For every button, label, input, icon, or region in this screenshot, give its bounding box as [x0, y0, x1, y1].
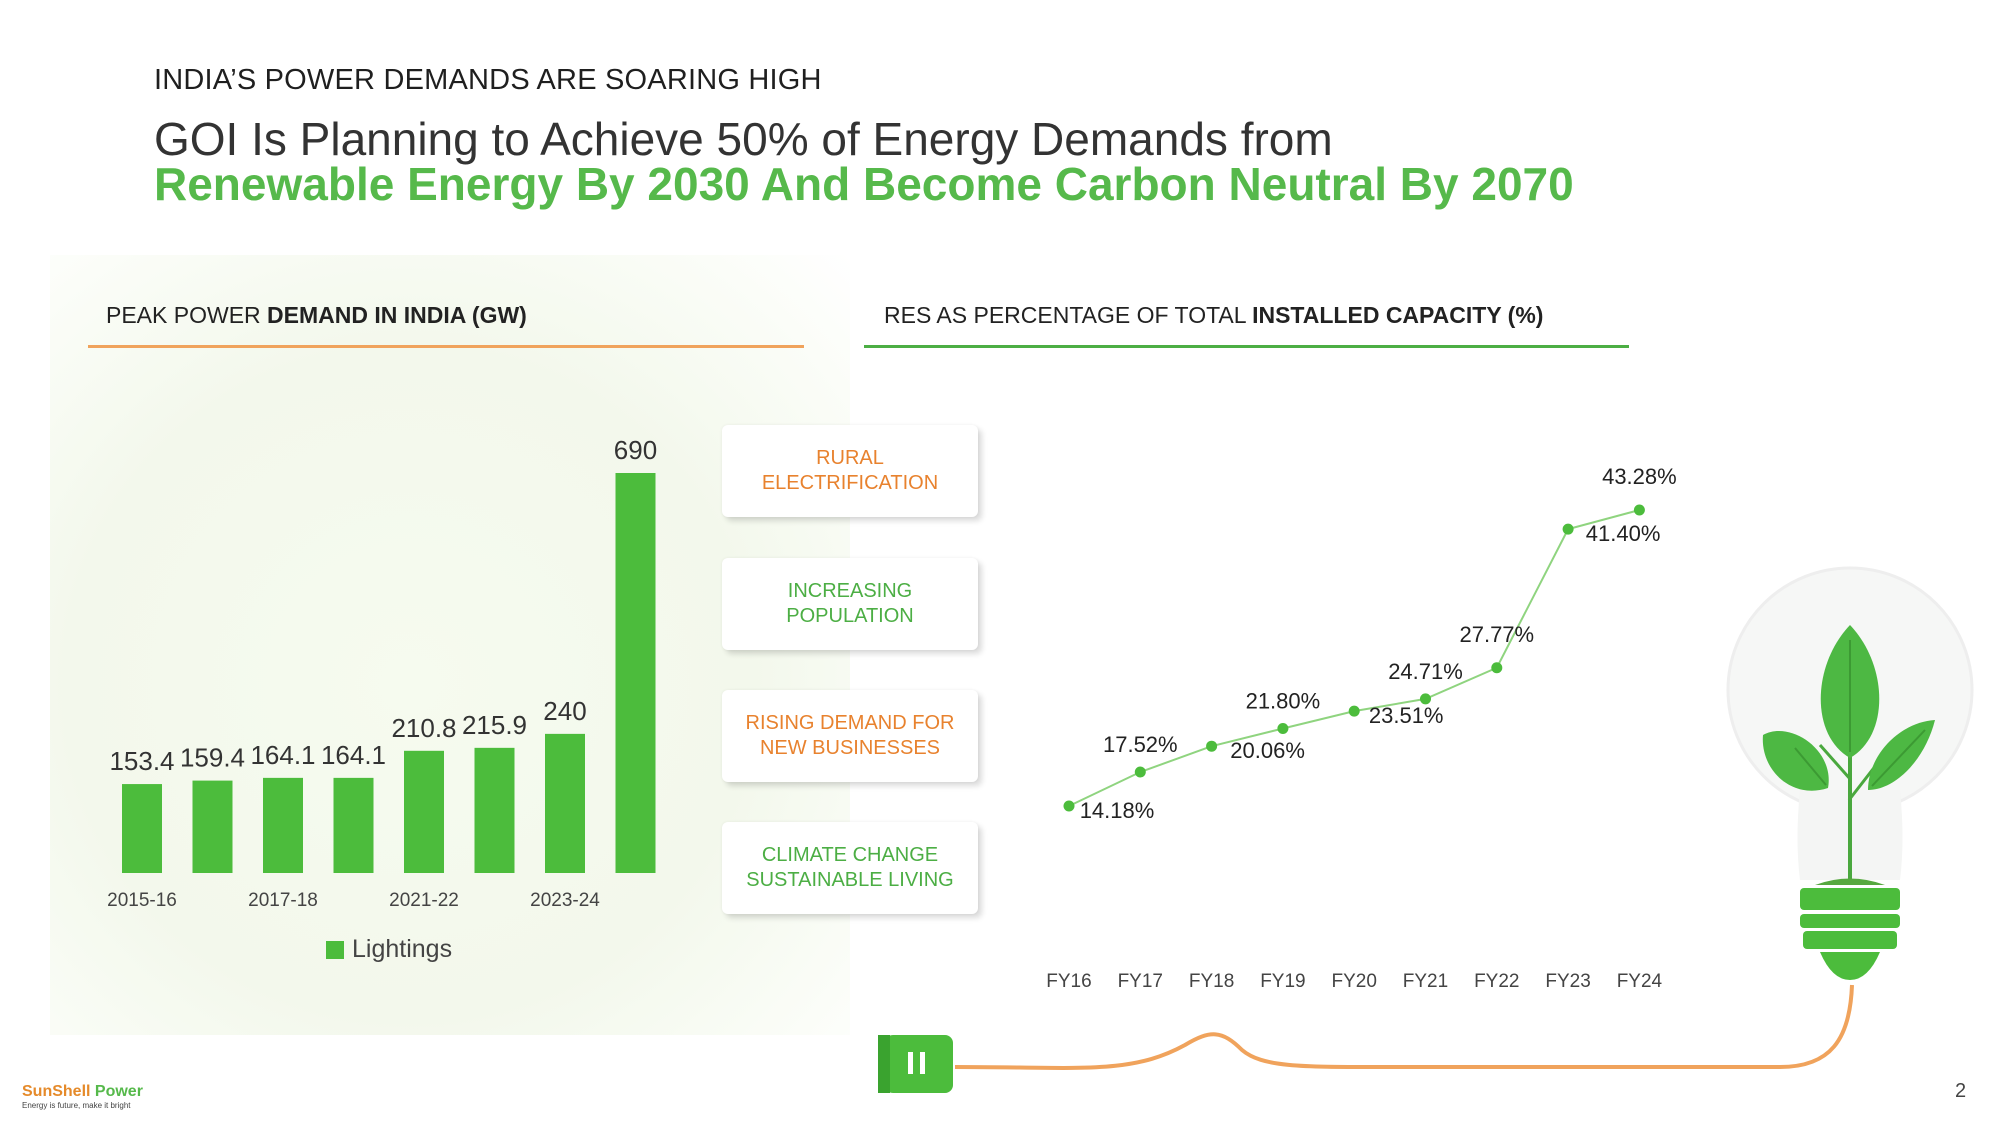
company-logo: SunShell Power	[22, 1083, 143, 1101]
power-plug-icon	[878, 984, 1854, 1093]
line-chart-title-plain: RES AS PERCENTAGE OF TOTAL	[884, 302, 1253, 328]
logo-name-a: SunShell	[22, 1083, 91, 1100]
line-value-label: 21.80%	[1246, 688, 1321, 713]
logo-name-b: Power	[90, 1083, 143, 1100]
bar-1	[122, 784, 162, 873]
bar-2	[192, 780, 233, 873]
bar-8	[615, 473, 656, 873]
line-value-label: 43.28%	[1602, 464, 1677, 489]
legend-swatch	[326, 941, 344, 959]
line-value-label: 23.51%	[1369, 703, 1444, 728]
bar-chart-title-bold: DEMAND IN INDIA (GW)	[267, 302, 527, 328]
line-x-tick-label: FY16	[1046, 971, 1091, 992]
bar-value-label: 164.1	[250, 740, 315, 770]
driver-rural-electrification: RURAL ELECTRIFICATION	[722, 425, 978, 517]
line-value-label: 20.06%	[1230, 738, 1305, 763]
line-point	[1420, 693, 1431, 705]
line-x-tick-label: FY22	[1474, 971, 1519, 992]
page-title-line1: GOI Is Planning to Achieve 50% of Energy…	[154, 113, 1333, 165]
line-x-tick-label: FY24	[1617, 971, 1663, 992]
line-chart-title: RES AS PERCENTAGE OF TOTAL INSTALLED CAP…	[884, 302, 1543, 329]
line-value-label: 17.52%	[1103, 732, 1178, 757]
line-point	[1491, 662, 1503, 674]
line-x-tick-label: FY17	[1118, 971, 1163, 992]
page-title-line2: Renewable Energy By 2030 And Become Carb…	[154, 158, 1574, 210]
bar-value-label: 240	[543, 696, 586, 726]
bar-value-label: 690	[614, 435, 657, 465]
line-value-label: 24.71%	[1388, 659, 1463, 684]
line-point	[1348, 705, 1360, 717]
driver-rising-demand-businesses: RISING DEMAND FOR NEW BUSINESSES	[722, 690, 978, 782]
left-panel-background	[50, 255, 850, 1035]
line-series	[1068, 509, 1640, 807]
bar-value-label: 153.4	[109, 746, 174, 776]
line-point	[1562, 523, 1574, 535]
bar-x-tick-label: 2015-16	[107, 890, 177, 911]
bar-x-tick-label: 2023-24	[530, 890, 600, 911]
line-chart-title-bold: INSTALLED CAPACITY (%)	[1252, 302, 1544, 328]
bar-4	[333, 777, 374, 873]
bar-3	[263, 777, 303, 873]
bar-5	[404, 750, 444, 873]
bar-chart-title-rule	[88, 345, 804, 348]
line-point	[1134, 766, 1146, 778]
legend-label: Lightings	[352, 935, 452, 963]
page-number: 2	[1955, 1080, 1967, 1102]
bar-7	[545, 733, 585, 873]
line-point	[1206, 740, 1218, 752]
bar-value-label: 210.8	[391, 713, 456, 743]
line-x-tick-label: FY19	[1260, 971, 1305, 992]
driver-increasing-population: INCREASING POPULATION	[722, 558, 978, 650]
bar-6	[474, 747, 515, 873]
driver-climate-change: CLIMATE CHANGE SUSTAINABLE LIVING	[722, 822, 978, 914]
bulb-plant-icon	[1726, 566, 1974, 980]
line-chart: 14.18% 17.52% 20.06% 21.80% 23.51% 24.71% 27.7…	[1046, 464, 1676, 992]
bar-chart-title-plain: PEAK POWER	[106, 302, 268, 328]
line-x-tick-label: FY18	[1189, 971, 1234, 992]
logo-tagline: Energy is future, make it bright	[22, 1101, 131, 1110]
line-point	[1633, 504, 1645, 516]
line-value-label: 14.18%	[1080, 798, 1155, 823]
bar-x-tick-label: 2021-22	[389, 890, 459, 911]
page-eyebrow: INDIA’S POWER DEMANDS ARE SOARING HIGH	[154, 64, 822, 96]
bar-value-label: 159.4	[180, 743, 245, 773]
line-x-tick-label: FY21	[1403, 971, 1448, 992]
line-x-tick-label: FY20	[1331, 971, 1376, 992]
line-point	[1063, 800, 1075, 812]
bar-x-tick-label: 2017-18	[248, 890, 318, 911]
line-chart-title-rule	[864, 345, 1629, 348]
line-x-tick-label: FY23	[1545, 971, 1590, 992]
bar-chart-title: PEAK POWER DEMAND IN INDIA (GW)	[106, 302, 527, 329]
line-value-label: 27.77%	[1459, 622, 1534, 647]
line-point	[1277, 722, 1289, 734]
line-value-label: 41.40%	[1586, 521, 1661, 546]
bar-value-label: 215.9	[462, 710, 527, 740]
bar-value-label: 164.1	[321, 740, 386, 770]
